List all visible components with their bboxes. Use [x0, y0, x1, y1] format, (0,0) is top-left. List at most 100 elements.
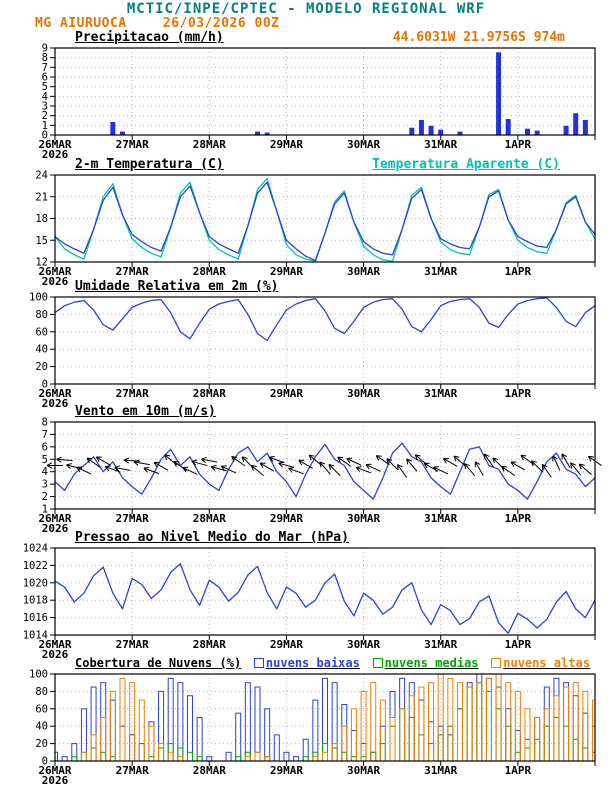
- svg-text:26MAR: 26MAR: [38, 138, 71, 151]
- svg-text:1APR: 1APR: [505, 764, 532, 777]
- low-cloud-label: nuvens baixas: [265, 656, 360, 670]
- svg-text:2026: 2026: [42, 148, 69, 161]
- svg-text:8: 8: [42, 52, 48, 64]
- svg-text:1APR: 1APR: [505, 138, 532, 151]
- svg-text:1APR: 1APR: [505, 265, 532, 278]
- svg-text:40: 40: [35, 721, 48, 733]
- svg-text:8: 8: [42, 417, 48, 429]
- high-cloud-swatch-icon: [491, 658, 502, 668]
- svg-text:0: 0: [42, 379, 48, 391]
- cloud-cover-header: Cobertura de Nuvens (%) nuvens baixas nu…: [55, 656, 595, 670]
- svg-text:2026: 2026: [42, 275, 69, 288]
- svg-text:2026: 2026: [42, 774, 69, 787]
- svg-text:26MAR: 26MAR: [38, 764, 71, 777]
- station-name: MG AIURUOCA: [35, 16, 127, 31]
- svg-text:100: 100: [29, 669, 48, 681]
- pressure-title: Pressao ao Nivel Medio do Mar (hPa): [75, 530, 349, 545]
- mid-cloud-swatch-icon: [372, 658, 383, 668]
- svg-text:7: 7: [42, 429, 48, 441]
- svg-text:29MAR: 29MAR: [270, 387, 303, 400]
- svg-text:28MAR: 28MAR: [193, 138, 226, 151]
- svg-text:5: 5: [42, 454, 48, 466]
- svg-text:27MAR: 27MAR: [116, 138, 149, 151]
- svg-text:12: 12: [35, 257, 48, 269]
- svg-text:18: 18: [35, 213, 48, 225]
- svg-text:80: 80: [35, 686, 48, 698]
- svg-text:1020: 1020: [23, 577, 48, 589]
- svg-text:30MAR: 30MAR: [347, 138, 380, 151]
- svg-text:1APR: 1APR: [505, 638, 532, 651]
- svg-text:1018: 1018: [23, 595, 48, 607]
- svg-text:2026: 2026: [42, 648, 69, 661]
- svg-text:29MAR: 29MAR: [270, 265, 303, 278]
- humidity-title: Umidade Relativa em 2m (%): [75, 279, 279, 294]
- svg-text:80: 80: [35, 309, 48, 321]
- svg-text:0: 0: [42, 756, 48, 768]
- svg-text:0: 0: [42, 130, 48, 142]
- svg-text:27MAR: 27MAR: [116, 764, 149, 777]
- svg-text:26MAR: 26MAR: [38, 387, 71, 400]
- svg-text:27MAR: 27MAR: [116, 387, 149, 400]
- svg-text:15: 15: [35, 235, 48, 247]
- legend-nuvens-altas: nuvens altas: [491, 656, 590, 670]
- svg-text:31MAR: 31MAR: [424, 138, 457, 151]
- svg-text:20: 20: [35, 738, 48, 750]
- svg-text:1024: 1024: [23, 543, 48, 555]
- svg-text:6: 6: [42, 72, 48, 84]
- precipitation-header: Precipitacao (mm/h) 44.6031W 21.9756S 97…: [55, 30, 595, 45]
- svg-text:24: 24: [35, 170, 48, 182]
- svg-text:7: 7: [42, 62, 48, 74]
- svg-text:31MAR: 31MAR: [424, 387, 457, 400]
- svg-text:2026: 2026: [42, 397, 69, 410]
- humidity-header: Umidade Relativa em 2m (%): [55, 279, 595, 294]
- temperature-header: 2-m Temperatura (C) Temperatura Aparente…: [55, 157, 595, 172]
- svg-text:29MAR: 29MAR: [270, 512, 303, 525]
- svg-text:1APR: 1APR: [505, 387, 532, 400]
- svg-text:5: 5: [42, 81, 48, 93]
- svg-text:6: 6: [42, 441, 48, 453]
- svg-text:26MAR: 26MAR: [38, 265, 71, 278]
- wind-title: Vento em 10m (m/s): [75, 404, 216, 419]
- svg-text:3: 3: [42, 479, 48, 491]
- apparent-temperature-title: Temperatura Aparente (C): [372, 157, 560, 172]
- mid-cloud-label: nuvens medias: [384, 656, 479, 670]
- legend-nuvens-baixas: nuvens baixas: [253, 656, 360, 670]
- svg-text:4: 4: [42, 466, 48, 478]
- svg-text:20: 20: [35, 361, 48, 373]
- svg-text:30MAR: 30MAR: [347, 512, 380, 525]
- svg-text:9: 9: [42, 43, 48, 55]
- svg-text:1016: 1016: [23, 612, 48, 624]
- svg-text:27MAR: 27MAR: [116, 265, 149, 278]
- temperature-title: 2-m Temperatura (C): [75, 157, 224, 172]
- svg-text:31MAR: 31MAR: [424, 764, 457, 777]
- high-cloud-label: nuvens altas: [503, 656, 590, 670]
- svg-text:2: 2: [42, 491, 48, 503]
- svg-text:21: 21: [35, 191, 48, 203]
- svg-text:1APR: 1APR: [505, 512, 532, 525]
- svg-text:28MAR: 28MAR: [193, 387, 226, 400]
- svg-text:27MAR: 27MAR: [116, 512, 149, 525]
- svg-text:30MAR: 30MAR: [347, 265, 380, 278]
- svg-text:3: 3: [42, 101, 48, 113]
- svg-text:60: 60: [35, 326, 48, 338]
- run-datetime: 26/03/2026 00Z: [162, 16, 280, 31]
- svg-text:28MAR: 28MAR: [193, 638, 226, 651]
- wind-header: Vento em 10m (m/s): [55, 404, 595, 419]
- svg-text:2: 2: [42, 110, 48, 122]
- page-title: MCTIC/INPE/CPTEC - MODELO REGIONAL WRF: [126, 1, 486, 17]
- svg-text:27MAR: 27MAR: [116, 638, 149, 651]
- svg-text:4: 4: [42, 91, 48, 103]
- svg-text:28MAR: 28MAR: [193, 764, 226, 777]
- low-cloud-swatch-icon: [253, 658, 264, 668]
- svg-text:26MAR: 26MAR: [38, 638, 71, 651]
- svg-text:1: 1: [42, 120, 48, 132]
- svg-text:31MAR: 31MAR: [424, 512, 457, 525]
- svg-text:31MAR: 31MAR: [424, 638, 457, 651]
- svg-text:30MAR: 30MAR: [347, 764, 380, 777]
